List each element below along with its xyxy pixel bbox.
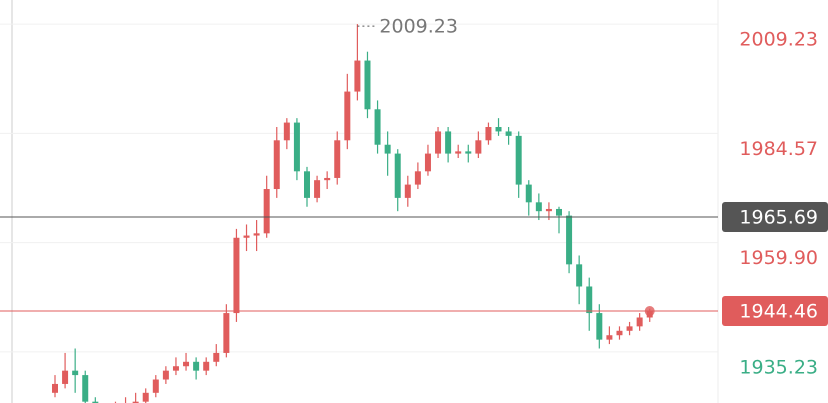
candle-body bbox=[314, 180, 321, 198]
y-tick-label: 1984.57 bbox=[739, 138, 818, 160]
candle-body bbox=[586, 286, 593, 314]
candle-body bbox=[414, 171, 421, 185]
y-tick-label: 1935.23 bbox=[739, 356, 818, 378]
candle-body bbox=[344, 91, 351, 141]
candle-body bbox=[243, 235, 250, 238]
candle-body bbox=[213, 352, 220, 362]
candle-body bbox=[606, 335, 613, 340]
candle-body bbox=[132, 401, 139, 403]
candle-body bbox=[525, 184, 532, 203]
candle-body bbox=[384, 144, 391, 154]
candle-body bbox=[304, 171, 310, 198]
candle-body bbox=[616, 330, 623, 336]
candle-body bbox=[142, 392, 149, 402]
candle-body bbox=[535, 202, 542, 212]
candle-body bbox=[404, 184, 411, 198]
max-label: 2009.23 bbox=[379, 16, 458, 38]
candle-body bbox=[374, 109, 381, 145]
last-price-dot bbox=[644, 306, 655, 317]
candle-body bbox=[193, 361, 200, 371]
candle-body bbox=[253, 233, 260, 236]
candle-body bbox=[82, 375, 89, 402]
candle-body bbox=[52, 383, 58, 393]
candle-body bbox=[636, 317, 643, 327]
y-tick-label: 1959.90 bbox=[739, 247, 818, 269]
candle-body bbox=[576, 264, 583, 287]
price-label: 1965.69 bbox=[739, 206, 818, 228]
candle-body bbox=[233, 237, 240, 314]
candle-body bbox=[626, 326, 633, 331]
candle-body bbox=[324, 177, 331, 181]
price-label-box bbox=[722, 201, 828, 232]
candle-body bbox=[545, 208, 552, 212]
candle-body bbox=[505, 131, 512, 136]
candle-body bbox=[475, 140, 482, 154]
candle-body bbox=[455, 151, 462, 154]
candle-body bbox=[334, 140, 341, 178]
candle-body bbox=[354, 60, 361, 92]
candle-body bbox=[424, 153, 431, 172]
candle-body bbox=[566, 215, 573, 265]
candle-body bbox=[485, 127, 492, 141]
candle-body bbox=[273, 140, 280, 190]
candle-body bbox=[223, 313, 230, 353]
candle-body bbox=[172, 366, 179, 371]
candle-body bbox=[495, 127, 502, 132]
candle-body bbox=[293, 122, 300, 172]
candle-body bbox=[435, 131, 442, 154]
candle-body bbox=[263, 189, 270, 234]
candle-body bbox=[162, 370, 169, 380]
candle-body bbox=[92, 401, 99, 403]
y-tick-label: 2009.23 bbox=[739, 29, 818, 51]
candle-body bbox=[152, 379, 159, 393]
candle-body bbox=[203, 361, 210, 371]
candle-body bbox=[183, 361, 190, 367]
candle-body bbox=[364, 60, 371, 110]
price-label: 1944.46 bbox=[739, 301, 818, 323]
candle-body bbox=[62, 370, 69, 384]
candle-body bbox=[283, 122, 290, 141]
candle-body bbox=[445, 131, 452, 154]
candle-body bbox=[515, 135, 522, 185]
candle-body bbox=[394, 153, 401, 198]
candle-body bbox=[596, 313, 603, 340]
candle-body bbox=[556, 208, 562, 216]
price-label-box bbox=[722, 296, 828, 327]
candle-body bbox=[72, 370, 79, 376]
candle-body bbox=[465, 151, 472, 154]
